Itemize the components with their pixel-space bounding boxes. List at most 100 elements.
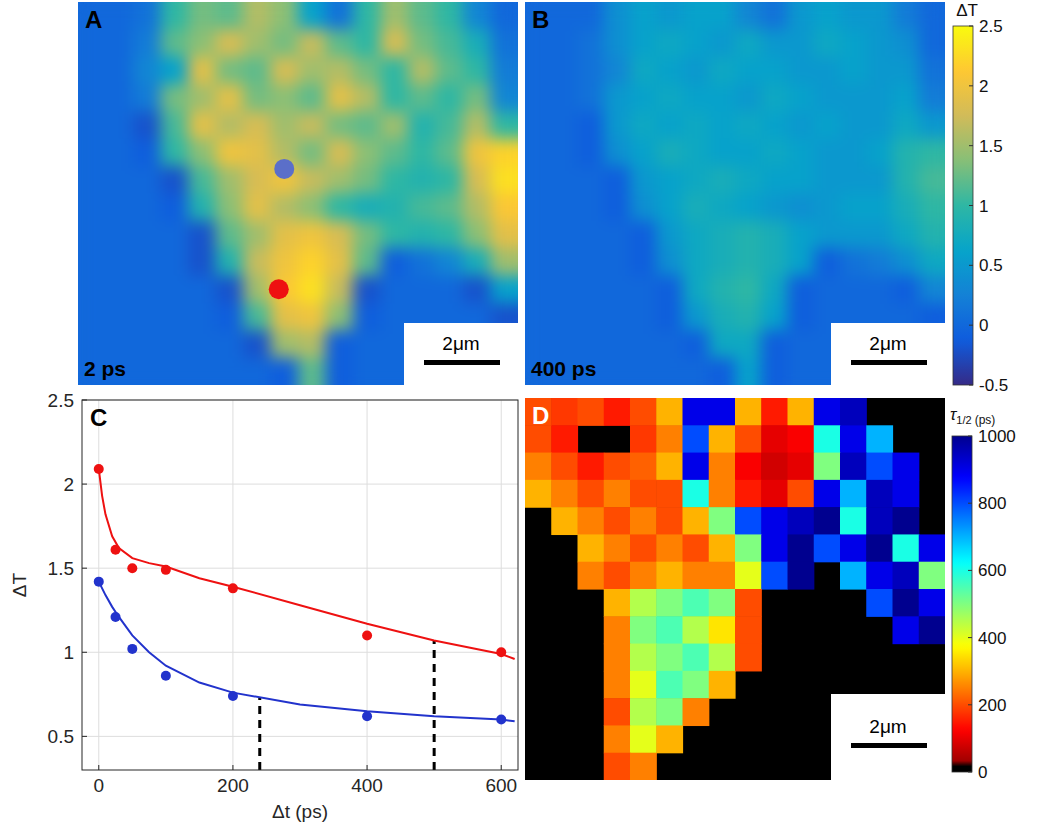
- colorbar-tick-label: -0.5: [979, 376, 1008, 395]
- heatmap-cell: [893, 248, 920, 276]
- heatmap-cell: [814, 276, 841, 304]
- heatmap-cell: [551, 221, 578, 249]
- colorbar-tick: [968, 503, 972, 504]
- heatmap-cell: [604, 2, 631, 30]
- colorbar-tick: [969, 265, 973, 266]
- heatmap-cell: [604, 507, 631, 535]
- heatmap-cell: [735, 303, 762, 331]
- heatmap-cell: [919, 57, 945, 85]
- heatmap-cell: [551, 276, 578, 304]
- colorbar-tick: [968, 772, 972, 773]
- heatmap-cell: [893, 480, 920, 508]
- heatmap-cell: [491, 111, 519, 139]
- heatmap-cell: [161, 330, 189, 358]
- plot-marks: [94, 464, 515, 770]
- heatmap-cell: [735, 534, 762, 562]
- heatmap-cell: [381, 194, 409, 222]
- colorbar: [952, 436, 972, 772]
- heatmap-cell: [463, 248, 491, 276]
- heatmap-cell: [919, 616, 945, 644]
- heatmap-cell: [630, 671, 657, 699]
- heatmap-cell: [161, 166, 189, 194]
- heatmap-cell: [604, 534, 631, 562]
- heatmap-cell: [353, 276, 381, 304]
- data-point: [228, 691, 238, 701]
- colorbar-tick: [969, 85, 973, 86]
- heatmap-cell: [709, 358, 736, 385]
- heatmap-cell: [840, 111, 867, 139]
- y-tick-label: 0.5: [48, 726, 74, 747]
- heatmap-cell: [243, 57, 271, 85]
- half-life-marker: [258, 698, 261, 770]
- heatmap-cell: [491, 248, 519, 276]
- heatmap-cell: [436, 84, 464, 112]
- heatmap-cell: [78, 276, 106, 304]
- heatmap-cell: [761, 2, 788, 30]
- heatmap-cell: [919, 248, 945, 276]
- heatmap-cell: [630, 248, 657, 276]
- heatmap-cell: [271, 358, 299, 385]
- heatmap-cell: [656, 2, 683, 30]
- heatmap-cell: [353, 303, 381, 331]
- heatmap-cell: [683, 453, 710, 481]
- heatmap-cell: [491, 57, 519, 85]
- heatmap-cell: [604, 480, 631, 508]
- heatmap-cell: [133, 194, 161, 222]
- y-tick: [82, 400, 87, 401]
- heatmap-cell: [630, 194, 657, 222]
- heatmap-cell: [761, 194, 788, 222]
- heatmap-cell: [683, 671, 710, 699]
- heatmap-cell: [353, 84, 381, 112]
- grid-line: [501, 400, 502, 770]
- heatmap-cell: [243, 194, 271, 222]
- heatmap-cell: [381, 84, 409, 112]
- heatmap-cell: [630, 644, 657, 672]
- data-point: [161, 565, 171, 575]
- heatmap-cell: [709, 644, 736, 672]
- heatmap-cell: [161, 29, 189, 57]
- y-tick: [82, 568, 87, 569]
- heatmap-cell: [630, 534, 657, 562]
- heatmap-cell: [630, 453, 657, 481]
- heatmap-cell: [106, 29, 134, 57]
- heatmap-cell: [735, 221, 762, 249]
- heatmap-cell: [893, 84, 920, 112]
- colorbar-tick-label: 800: [978, 494, 1006, 513]
- heatmap-cell: [814, 425, 841, 453]
- heatmap-cell: [893, 221, 920, 249]
- heatmap-cell: [656, 57, 683, 85]
- heatmap-cell: [106, 2, 134, 30]
- heatmap-cell: [381, 111, 409, 139]
- x-tick: [367, 765, 368, 770]
- heatmap-cell: [788, 57, 815, 85]
- colorbar-tick-label: 0: [978, 763, 987, 782]
- heatmap-cell: [709, 248, 736, 276]
- probe-spot: [269, 279, 289, 299]
- heatmap-cell: [735, 29, 762, 57]
- heatmap-cell: [551, 398, 578, 426]
- heatmap-cell: [326, 303, 354, 331]
- heatmap-cell: [630, 221, 657, 249]
- heatmap-cell: [271, 248, 299, 276]
- heatmap-cell: [525, 453, 552, 481]
- heatmap-cell: [106, 139, 134, 167]
- heatmap-cell: [78, 84, 106, 112]
- heatmap-cell: [436, 248, 464, 276]
- heatmap-cell: [525, 194, 552, 222]
- heatmap-cell: [78, 29, 106, 57]
- heatmap-cell: [106, 221, 134, 249]
- axes-frame: [82, 400, 518, 770]
- heatmap-cell: [326, 358, 354, 385]
- heatmap-cell: [216, 221, 244, 249]
- y-tick: [82, 736, 87, 737]
- heatmap-cell: [656, 644, 683, 672]
- heatmap-cell: [298, 276, 326, 304]
- heatmap-cell: [353, 2, 381, 30]
- heatmap-cell: [735, 398, 762, 426]
- heatmap-cell: [551, 57, 578, 85]
- heatmap-cell: [735, 507, 762, 535]
- heatmap-cell: [840, 2, 867, 30]
- x-tick-label: 200: [217, 775, 249, 796]
- heatmap-cell: [840, 534, 867, 562]
- heatmap-cell: [353, 57, 381, 85]
